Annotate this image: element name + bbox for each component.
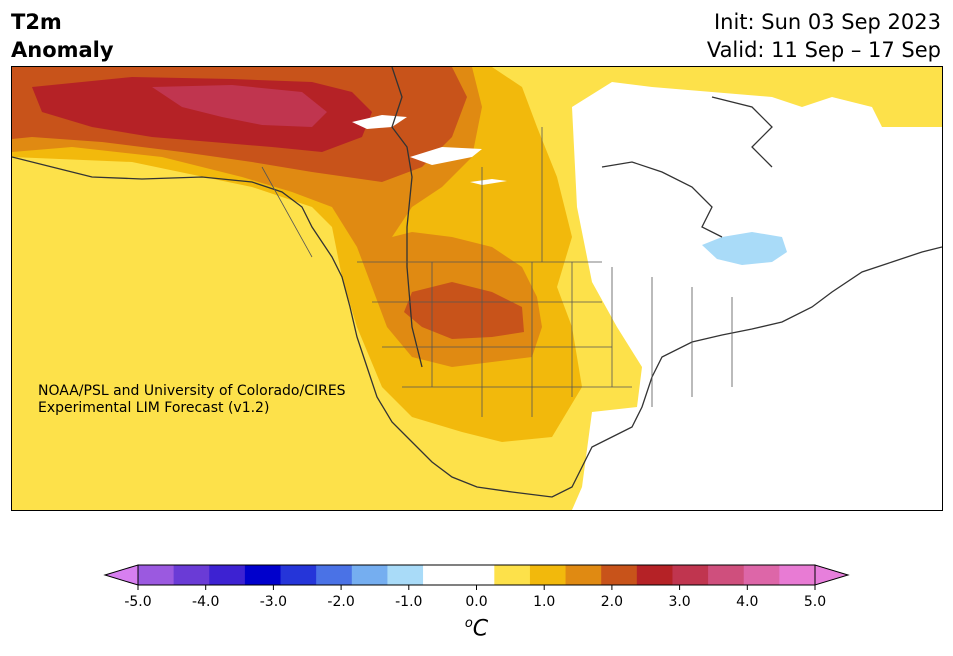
colorbar-swatch [565,565,602,585]
forecast-dates: Init: Sun 03 Sep 2023 Valid: 11 Sep – 17… [707,8,941,64]
colorbar-under-arrow [103,564,139,586]
temperature-anomaly-map [12,67,942,510]
degree-mark: o [464,616,473,631]
unit-label: C [472,616,489,642]
colorbar-tick-label: -2.0 [327,594,354,610]
map-panel [11,66,943,511]
map-title: T2m Anomaly [11,8,114,64]
no-anomaly-region [572,67,942,510]
colorbar-swatch [636,565,673,585]
colorbar-swatch [351,565,388,585]
colorbar-tick-label: 1.0 [533,594,555,610]
colorbar-swatch [529,565,567,585]
init-date: Init: Sun 03 Sep 2023 [713,10,941,34]
colorbar-swatch [173,565,210,585]
colorbar-ticks: -5.0 -4.0 -3.0 -2.0 -1.0 0.0 1.0 2.0 3.0 4.0 5.0 [124,585,826,610]
colorbar-swatch [316,565,353,585]
colorbar-over-arrow [814,564,850,586]
colorbar-tick-label: -4.0 [192,594,219,610]
colorbar-swatches [138,565,816,585]
colorbar-swatch [672,565,709,585]
colorbar-swatch [779,565,816,585]
colorbar-tick-label: 4.0 [736,594,758,610]
title-line-1: T2m [11,10,62,34]
title-line-2: Anomaly [11,38,114,62]
colorbar-swatch [494,565,531,585]
colorbar-tick-label: -1.0 [395,594,422,610]
coastlines [12,67,942,498]
colorbar-swatch [601,565,638,585]
colorbar-swatch [743,565,780,585]
credit-line-1: NOAA/PSL and University of Colorado/CIRE… [38,383,346,399]
colorbar-tick-label: 3.0 [668,594,690,610]
anomaly-region-crimson [152,85,327,127]
credit-line-2: Experimental LIM Forecast (v1.2) [38,400,270,416]
anomaly-region-light-blue [702,232,787,265]
colorbar-tick-label: 5.0 [804,594,826,610]
colorbar: -5.0 -4.0 -3.0 -2.0 -1.0 0.0 1.0 2.0 3.0 4.0 5.0 [103,564,850,610]
valid-date: Valid: 11 Sep – 17 Sep [706,38,941,62]
colorbar-unit: oC [0,616,953,641]
colorbar-swatch [708,565,745,585]
credit-text: NOAA/PSL and University of Colorado/CIRE… [38,383,346,417]
state-borders [261,127,733,417]
colorbar-tick-label: -5.0 [124,594,151,610]
colorbar-swatch [280,565,317,585]
colorbar-swatch [209,565,246,585]
colorbar-swatch [458,565,495,585]
colorbar-tick-label: -3.0 [260,594,287,610]
colorbar-swatch [387,565,424,585]
colorbar-swatch [138,565,175,585]
colorbar-swatch [244,565,282,585]
colorbar-tick-label: 0.0 [465,594,487,610]
colorbar-swatch [423,565,460,585]
colorbar-tick-label: 2.0 [601,594,623,610]
